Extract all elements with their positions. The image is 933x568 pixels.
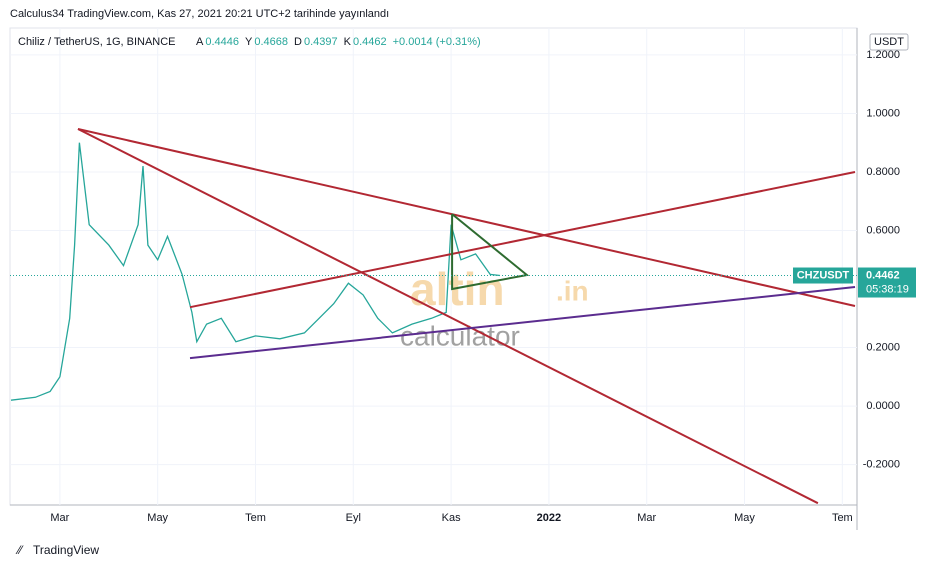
y-tick-label: -0.2000 (863, 459, 900, 471)
ohlc-value: 0.4668 (254, 36, 288, 48)
symbol: Chiliz / TetherUS, 1G, BINANCE (18, 36, 176, 48)
x-tick-label: Mar (637, 512, 656, 524)
watermark: .in (556, 275, 589, 306)
y-tick-label: 0.8000 (866, 166, 900, 178)
y-tick-label: 0.2000 (866, 341, 900, 353)
trend-line (451, 213, 530, 291)
price-line (10, 142, 501, 401)
x-tick-label: Mar (50, 512, 69, 524)
ohlc-label: Y (245, 36, 253, 48)
y-tick-label: 1.0000 (866, 107, 900, 119)
logo: ⁄⁄ (15, 543, 24, 557)
symbol-tag-label: CHZUSDT (797, 269, 850, 281)
x-tick-label: Eyl (346, 512, 361, 524)
footer: TradingView (33, 543, 99, 557)
ohlc-value: 0.4446 (205, 36, 239, 48)
trend-line (189, 171, 856, 309)
symbol-tag (793, 267, 853, 284)
ohlc-label: D (294, 36, 302, 48)
trend-line (77, 128, 819, 505)
change: +0.0014 (+0.31%) (393, 36, 481, 48)
ohlc-value: 0.4462 (353, 36, 387, 48)
ohlc-label: A (196, 36, 204, 48)
countdown: 05:38:19 (866, 283, 909, 295)
x-tick-label: Tem (245, 512, 266, 524)
ohlc-label: K (344, 36, 352, 48)
y-tick-label: 0.0000 (866, 400, 900, 412)
price-tag-value: 0.4462 (866, 269, 900, 281)
x-tick-label: Tem (832, 512, 853, 524)
trend-line (77, 128, 856, 307)
ohlc-value: 0.4397 (304, 36, 338, 48)
y-tick-label: 0.6000 (866, 224, 900, 236)
x-tick-label: May (147, 512, 168, 524)
price-tag (858, 267, 916, 298)
header: Calculus34 TradingView.com, Kas 27, 2021… (10, 8, 389, 20)
y-tick-label: 1.2000 (866, 49, 900, 61)
x-tick-label: May (734, 512, 755, 524)
watermark: altin (410, 263, 505, 315)
currency-box (869, 33, 909, 51)
trend-line (189, 286, 856, 360)
x-tick-label: Kas (442, 512, 461, 524)
currency: USDT (874, 36, 904, 48)
x-tick-label: 2022 (537, 512, 561, 524)
